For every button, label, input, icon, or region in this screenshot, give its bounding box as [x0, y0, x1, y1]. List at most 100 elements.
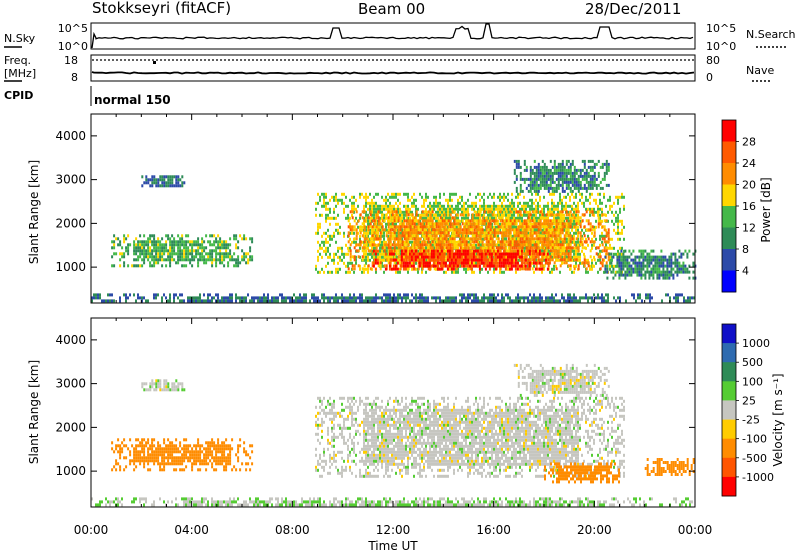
data-cell [529, 177, 532, 181]
data-cell [446, 264, 449, 268]
data-cell [393, 210, 396, 214]
data-cell [365, 192, 367, 196]
data-cell [375, 207, 377, 211]
data-cell [420, 255, 423, 259]
data-cell [201, 255, 204, 259]
data-cell [461, 249, 464, 253]
data-cell [599, 192, 601, 196]
data-cell [455, 225, 457, 229]
data-cell [553, 201, 555, 205]
data-cell [372, 261, 375, 265]
data-cell [479, 225, 481, 229]
data-cell [561, 207, 563, 211]
data-cell [415, 213, 418, 217]
data-cell [533, 165, 536, 169]
data-cell [621, 246, 623, 250]
data-cell [385, 249, 387, 253]
data-cell [427, 231, 430, 235]
data-cell [513, 210, 515, 214]
data-cell [355, 240, 357, 244]
data-cell [369, 252, 371, 256]
data-cell [453, 243, 456, 247]
data-cell [553, 216, 555, 220]
data-cell [507, 192, 509, 196]
data-cell [493, 204, 495, 208]
data-cell [167, 175, 170, 179]
data-cell [383, 246, 386, 250]
data-cell [551, 228, 554, 232]
data-cell [447, 201, 449, 205]
data-cell [457, 228, 460, 232]
data-cell [473, 261, 475, 265]
data-cell [123, 261, 126, 265]
data-cell [533, 180, 536, 184]
data-cell [388, 267, 391, 271]
data-cell [412, 264, 415, 268]
data-cell [557, 216, 559, 220]
data-cell [445, 207, 447, 211]
data-cell [317, 231, 319, 235]
data-cell [533, 246, 536, 250]
data-cell [445, 234, 448, 238]
data-cell [405, 213, 408, 217]
data-cell [553, 207, 555, 211]
data-cell [615, 264, 617, 268]
data-cell [535, 231, 538, 235]
data-cell [365, 252, 367, 256]
data-cell [461, 243, 464, 247]
data-cell [585, 219, 588, 223]
data-cell [155, 243, 158, 247]
data-cell [404, 264, 407, 268]
data-cell [349, 198, 351, 202]
data-cell [397, 258, 400, 262]
data-cell [438, 255, 441, 259]
data-cell [413, 240, 416, 244]
data-cell [399, 228, 402, 232]
data-cell [339, 225, 341, 229]
data-cell [421, 195, 423, 199]
data-cell [593, 210, 595, 214]
nsearch-tick-low: 10^0 [706, 40, 736, 53]
data-cell [399, 237, 402, 241]
data-cell [127, 264, 130, 268]
data-cell [565, 243, 568, 247]
data-cell [597, 192, 599, 196]
data-cell [379, 222, 382, 226]
data-cell [533, 189, 536, 193]
data-cell [553, 267, 555, 271]
data-cell [462, 264, 465, 268]
data-cell [437, 201, 439, 205]
data-cell [481, 219, 484, 223]
data-cell [419, 243, 422, 247]
data-cell [534, 255, 537, 259]
data-cell [531, 204, 533, 208]
data-cell [412, 261, 415, 265]
data-cell [449, 243, 452, 247]
data-cell [521, 222, 524, 226]
data-cell [485, 243, 488, 247]
data-cell [123, 252, 126, 256]
data-cell [391, 237, 394, 241]
data-cell [555, 267, 558, 271]
data-cell [605, 246, 608, 250]
data-cell [503, 192, 505, 196]
data-cell [519, 240, 522, 244]
data-cell [391, 204, 393, 208]
data-cell [567, 258, 570, 262]
data-cell [555, 222, 558, 226]
data-cell [351, 210, 354, 214]
data-cell [367, 228, 370, 232]
data-cell [161, 184, 164, 188]
data-cell [355, 198, 357, 202]
data-cell [595, 210, 597, 214]
data-cell [457, 240, 460, 244]
data-cell [495, 249, 497, 253]
data-cell [486, 258, 489, 262]
data-cell [419, 216, 422, 220]
data-cell [375, 228, 378, 232]
data-cell [438, 252, 441, 256]
data-cell [321, 240, 323, 244]
data-cell [449, 207, 451, 211]
data-cell [349, 270, 351, 274]
